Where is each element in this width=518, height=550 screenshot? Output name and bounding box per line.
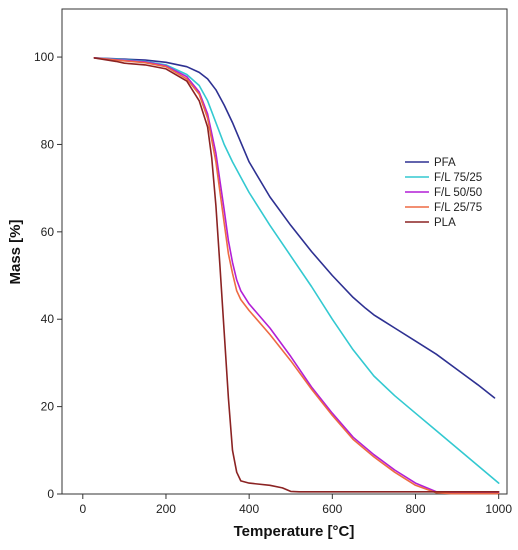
x-tick-label: 0	[79, 502, 86, 516]
legend-label: PFA	[434, 157, 456, 169]
x-tick-label: 1000	[485, 502, 512, 516]
x-tick-label: 200	[156, 502, 176, 516]
y-tick-label: 40	[41, 312, 55, 326]
y-tick-label: 80	[41, 137, 55, 151]
x-tick-label: 800	[405, 502, 425, 516]
legend-label: F/L 50/50	[434, 187, 482, 199]
legend-label: F/L 75/25	[434, 172, 482, 184]
plot-area	[62, 9, 507, 494]
x-axis-ticks: 0 200 400 600 800 1000	[79, 494, 512, 516]
x-tick-label: 600	[322, 502, 342, 516]
y-tick-label: 0	[47, 487, 54, 501]
legend-label: F/L 25/75	[434, 202, 482, 214]
y-tick-label: 20	[41, 400, 55, 414]
y-tick-label: 60	[41, 225, 55, 239]
x-tick-label: 400	[239, 502, 259, 516]
y-tick-label: 100	[34, 50, 54, 64]
legend-label: PLA	[434, 217, 456, 229]
y-axis-ticks: 0 20 40 60 80 100	[34, 50, 62, 501]
x-axis-title: Temperature [°C]	[234, 523, 355, 540]
y-axis-title: Mass [%]	[7, 219, 24, 284]
